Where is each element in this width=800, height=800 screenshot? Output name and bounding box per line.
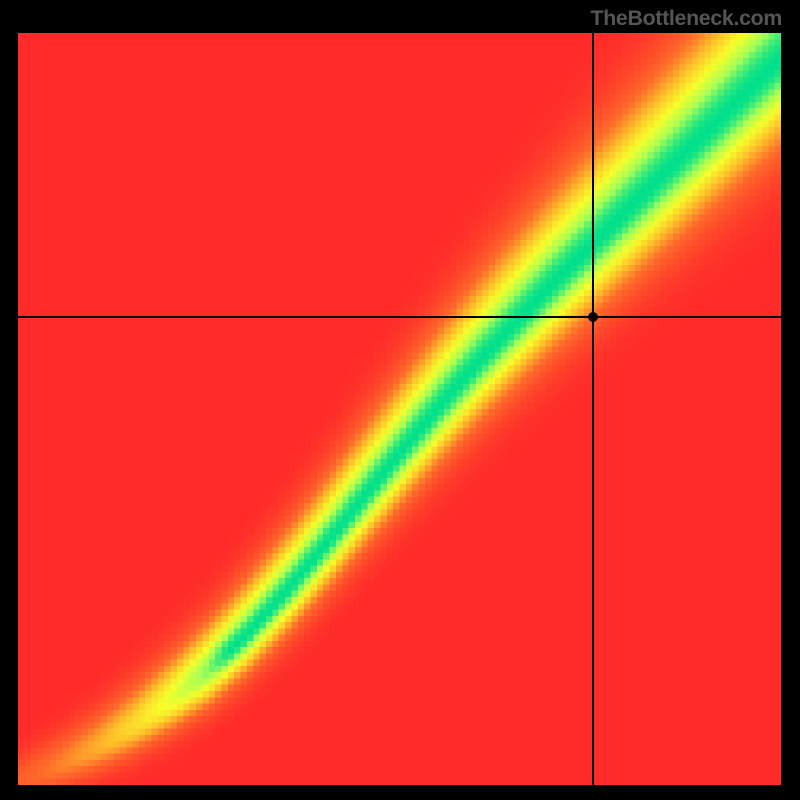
chart-container: TheBottleneck.com [0, 0, 800, 800]
attribution-label: TheBottleneck.com [591, 6, 783, 31]
marker-dot [588, 312, 598, 322]
heatmap-canvas [18, 33, 781, 785]
crosshair-vertical [592, 33, 594, 785]
crosshair-horizontal [18, 316, 781, 318]
